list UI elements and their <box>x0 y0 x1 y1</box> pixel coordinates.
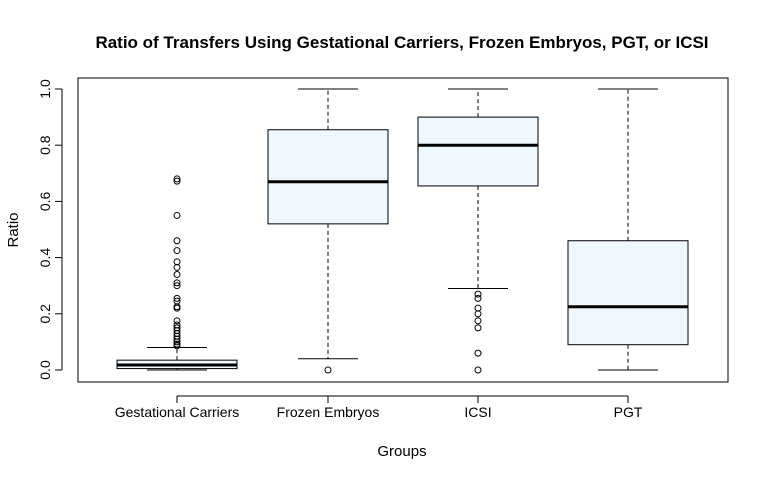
outlier-point <box>324 366 332 374</box>
y-tick-label: 0.2 <box>37 304 53 324</box>
outlier-point <box>173 270 181 278</box>
outlier-point <box>173 342 181 350</box>
outlier-point <box>173 338 181 346</box>
chart-title: Ratio of Transfers Using Gestational Car… <box>95 33 708 52</box>
x-axis-label: Groups <box>377 443 426 460</box>
outlier-point <box>474 349 482 357</box>
x-tick-label: PGT <box>614 404 643 420</box>
outlier-point <box>173 177 181 185</box>
outlier-point <box>173 237 181 245</box>
outlier-point <box>173 279 181 287</box>
outlier-point <box>173 211 181 219</box>
outlier-point <box>173 247 181 255</box>
x-axis: Gestational Carriers Frozen Embryos ICSI PG… <box>115 395 643 420</box>
outlier-point <box>173 175 181 183</box>
outlier-point <box>173 317 181 325</box>
box-group <box>116 175 238 371</box>
outlier-point <box>474 366 482 374</box>
y-axis: 0.0 0.2 0.4 0.6 0.8 1.0 <box>37 79 63 380</box>
iqr-box <box>267 129 389 225</box>
outlier-point <box>474 310 482 318</box>
outlier-point <box>474 294 482 302</box>
y-tick-label: 0.6 <box>37 191 53 211</box>
x-tick-label: Frozen Embryos <box>277 404 380 420</box>
plot-frame <box>77 77 729 383</box>
box-group <box>267 88 389 374</box>
outlier-point <box>474 324 482 332</box>
y-tick-label: 0.0 <box>37 360 53 380</box>
y-tick-label: 0.8 <box>37 135 53 155</box>
outlier-point <box>474 290 482 298</box>
outlier-point <box>173 294 181 302</box>
outlier-point <box>173 304 181 312</box>
y-tick-label: 1.0 <box>37 79 53 99</box>
outlier-point <box>173 282 181 290</box>
y-tick-label: 0.4 <box>37 248 53 268</box>
iqr-box <box>567 240 689 346</box>
outlier-point <box>173 258 181 266</box>
box-group <box>567 88 689 371</box>
x-tick-label: ICSI <box>464 404 491 420</box>
outlier-point <box>173 263 181 271</box>
outlier-point <box>474 304 482 312</box>
x-tick-label: Gestational Carriers <box>115 404 240 420</box>
box-group <box>417 88 539 374</box>
boxes <box>116 88 689 374</box>
y-axis-label: Ratio <box>5 212 22 247</box>
outlier-point <box>474 317 482 325</box>
outlier-point <box>173 335 181 343</box>
iqr-box <box>417 116 539 187</box>
